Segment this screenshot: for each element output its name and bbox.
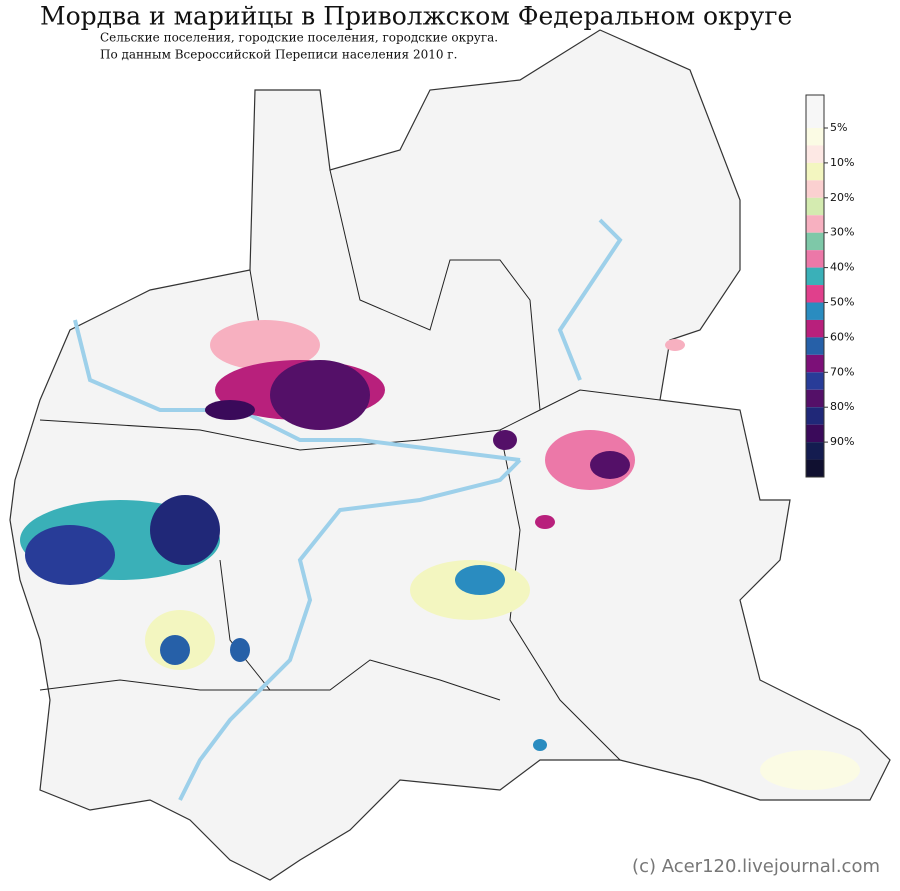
area-patch	[270, 360, 370, 430]
legend-label: 90%	[830, 435, 854, 448]
district-outline	[9, 29, 891, 881]
legend-label: 20%	[830, 191, 854, 204]
title: Мордва и марийцы в Приволжском Федеральн…	[40, 2, 792, 31]
legend-label: 80%	[830, 400, 854, 413]
legend: 5% 10% 20% 30% 40% 50% 60% 70% 80% 90%	[805, 94, 854, 478]
region-border	[499, 429, 621, 761]
legend-swatch	[806, 424, 824, 443]
area-patch	[590, 451, 630, 479]
legend-swatch	[806, 162, 824, 181]
legend-label: 10%	[830, 156, 854, 169]
legend-swatch	[806, 285, 824, 303]
rivers	[73, 218, 623, 801]
region-border	[329, 169, 541, 411]
legend-swatch	[806, 128, 824, 146]
area-patch	[665, 339, 685, 351]
legend-swatch	[806, 145, 824, 163]
legend-swatch	[806, 389, 824, 408]
river	[73, 319, 521, 462]
area-patch	[535, 515, 555, 529]
legend-label: 50%	[830, 296, 854, 309]
legend-swatch	[806, 232, 824, 251]
subtitle: По данным Всероссийской Переписи населен…	[100, 48, 457, 62]
legend-label: 70%	[830, 365, 854, 378]
legend-swatch	[806, 407, 824, 425]
area-patch	[210, 320, 320, 370]
area-patch	[205, 400, 255, 420]
legend-swatch	[806, 459, 824, 477]
legend-swatch	[806, 442, 824, 460]
legend-label: 5%	[830, 121, 847, 134]
legend-swatch	[806, 180, 824, 198]
legend-frame	[805, 94, 825, 478]
area-patch	[25, 525, 115, 585]
mari-areas	[205, 320, 685, 529]
legend-swatch	[806, 250, 824, 268]
legend-swatch	[806, 302, 824, 320]
mordva-areas	[20, 495, 860, 790]
subtitle: Сельские поселения, городские поселения,…	[100, 31, 498, 45]
territory	[9, 29, 891, 881]
legend-swatch	[806, 372, 824, 390]
credit: (c) Acer120.livejournal.com	[632, 856, 880, 877]
region-border	[39, 679, 270, 691]
area-patch	[160, 635, 190, 665]
legend-swatch	[806, 354, 824, 373]
area-patch	[455, 565, 505, 595]
legend-swatch	[806, 95, 824, 128]
area-patch	[150, 495, 220, 565]
region-border	[219, 559, 501, 701]
river	[178, 458, 522, 801]
legend-label: 30%	[830, 226, 854, 239]
legend-swatch	[806, 215, 824, 233]
region-border	[39, 389, 661, 451]
legend-swatch	[806, 319, 824, 338]
legend-swatch	[806, 267, 824, 286]
area-patch	[760, 750, 860, 790]
legend-swatch	[806, 337, 824, 355]
area-patch	[533, 739, 547, 751]
legend-label: 40%	[830, 261, 854, 274]
river	[557, 218, 623, 381]
area-patch	[493, 430, 517, 450]
legend-label: 60%	[830, 330, 854, 343]
legend-swatch	[806, 197, 824, 216]
area-patch	[230, 638, 250, 662]
